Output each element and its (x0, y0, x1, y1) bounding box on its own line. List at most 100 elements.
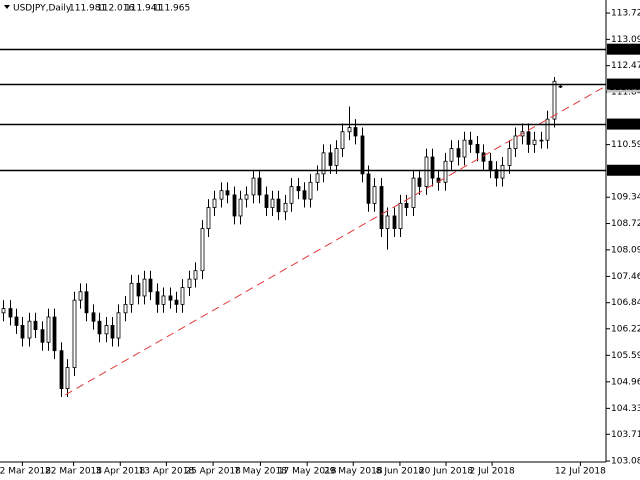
candle-body (468, 139, 473, 145)
candle-body (366, 173, 371, 204)
candle-body (244, 194, 249, 200)
candle-body (1, 308, 6, 314)
candle-body (200, 228, 205, 272)
candle-body (315, 173, 320, 183)
header-open: 111.981 (69, 4, 106, 14)
candle-body (296, 186, 301, 192)
candle-body (443, 160, 448, 183)
candle-body (270, 198, 275, 208)
candle-body (283, 202, 288, 213)
candle-body (78, 291, 83, 301)
x-tick-label: 25 Apr 2018 (185, 467, 241, 477)
candle-body (59, 350, 64, 389)
candle-body (379, 186, 384, 230)
y-tick-label: 106.840 (611, 298, 640, 308)
candle-body (110, 325, 115, 339)
candle-body (360, 135, 365, 175)
candle-body (27, 320, 32, 339)
y-tick-label: 103.715 (611, 430, 640, 440)
candle-body (552, 80, 557, 120)
candle-body (500, 165, 505, 179)
candle-body (449, 148, 454, 162)
candle-body (14, 316, 19, 326)
candle-body (161, 295, 166, 305)
x-tick-label: 12 Mar 2018 (0, 467, 51, 477)
x-tick-label: 20 Jun 2018 (419, 467, 473, 477)
candle-body (558, 85, 563, 88)
candle-body (40, 329, 45, 343)
candle-body (212, 198, 217, 208)
candle-body (264, 194, 269, 208)
x-tick-label: 7 May 2018 (234, 467, 287, 477)
candle-body (116, 312, 121, 339)
candle-body (513, 135, 518, 150)
candle-body (289, 186, 294, 204)
candle-body (392, 215, 397, 230)
y-tick-label: 112.470 (611, 61, 640, 71)
price-tag (607, 164, 640, 176)
candle-body (276, 198, 281, 213)
candle-body (430, 156, 435, 179)
x-tick-label: 29 May 2018 (324, 467, 383, 477)
candle-body (155, 291, 160, 305)
candle-body (334, 148, 339, 166)
candle-body (302, 190, 307, 200)
candle-body (488, 160, 493, 171)
candle-body (526, 131, 531, 145)
candle-body (456, 148, 461, 158)
symbol-label: USDJPY,Daily (13, 4, 72, 14)
y-tick-label: 107.465 (611, 272, 640, 282)
candle-body (481, 152, 486, 162)
candle-body (97, 320, 102, 335)
candle-body (353, 127, 358, 137)
candle-body (238, 198, 243, 217)
candle-body (20, 325, 25, 339)
x-tick-label: 8 Jun 2018 (376, 467, 425, 477)
candle-body (385, 215, 390, 230)
candle-body (507, 148, 512, 166)
candle-body (206, 207, 211, 230)
header-close: 111.965 (153, 4, 190, 14)
candle-body (142, 278, 147, 297)
candle-body (174, 299, 179, 305)
candle-body (193, 270, 198, 280)
candle-body (545, 118, 550, 141)
price-tag (607, 78, 640, 90)
candle-body (251, 177, 256, 196)
x-tick-label: 13 Apr 2018 (139, 467, 195, 477)
candle-body (187, 278, 192, 288)
candle-body (104, 325, 109, 335)
candle-body (340, 131, 345, 150)
candle-body (148, 278, 153, 293)
candle-body (462, 139, 467, 158)
candle-body (219, 190, 224, 200)
price-tag-label: 111.083 (609, 120, 640, 130)
price-tag-label: 112.033 (609, 80, 640, 90)
x-tick-label: 22 Mar 2018 (45, 467, 102, 477)
x-tick-label: 2 Jul 2018 (469, 467, 514, 477)
candle-body (129, 282, 134, 305)
candle-body (328, 152, 333, 166)
candle-body (168, 295, 173, 301)
candle-body (33, 320, 38, 331)
x-tick-label: 3 Apr 2018 (95, 467, 145, 477)
candle-body (123, 303, 128, 314)
x-tick-label: 12 Jul 2018 (555, 467, 606, 477)
candle-body (232, 194, 237, 217)
plot-area (0, 48, 607, 397)
y-tick-label: 104.960 (611, 377, 640, 387)
y-tick-label: 104.330 (611, 404, 640, 414)
candle-body (180, 287, 185, 305)
candle-body (347, 127, 352, 133)
price-tag (607, 118, 640, 130)
candle-body (411, 177, 416, 208)
candle-body (372, 186, 377, 204)
candle-body (91, 312, 96, 322)
y-tick-label: 103.080 (611, 456, 640, 466)
candle-body (72, 299, 77, 368)
candle-body (532, 139, 537, 145)
menu-icon[interactable] (4, 5, 10, 9)
y-tick-label: 110.595 (611, 140, 640, 150)
